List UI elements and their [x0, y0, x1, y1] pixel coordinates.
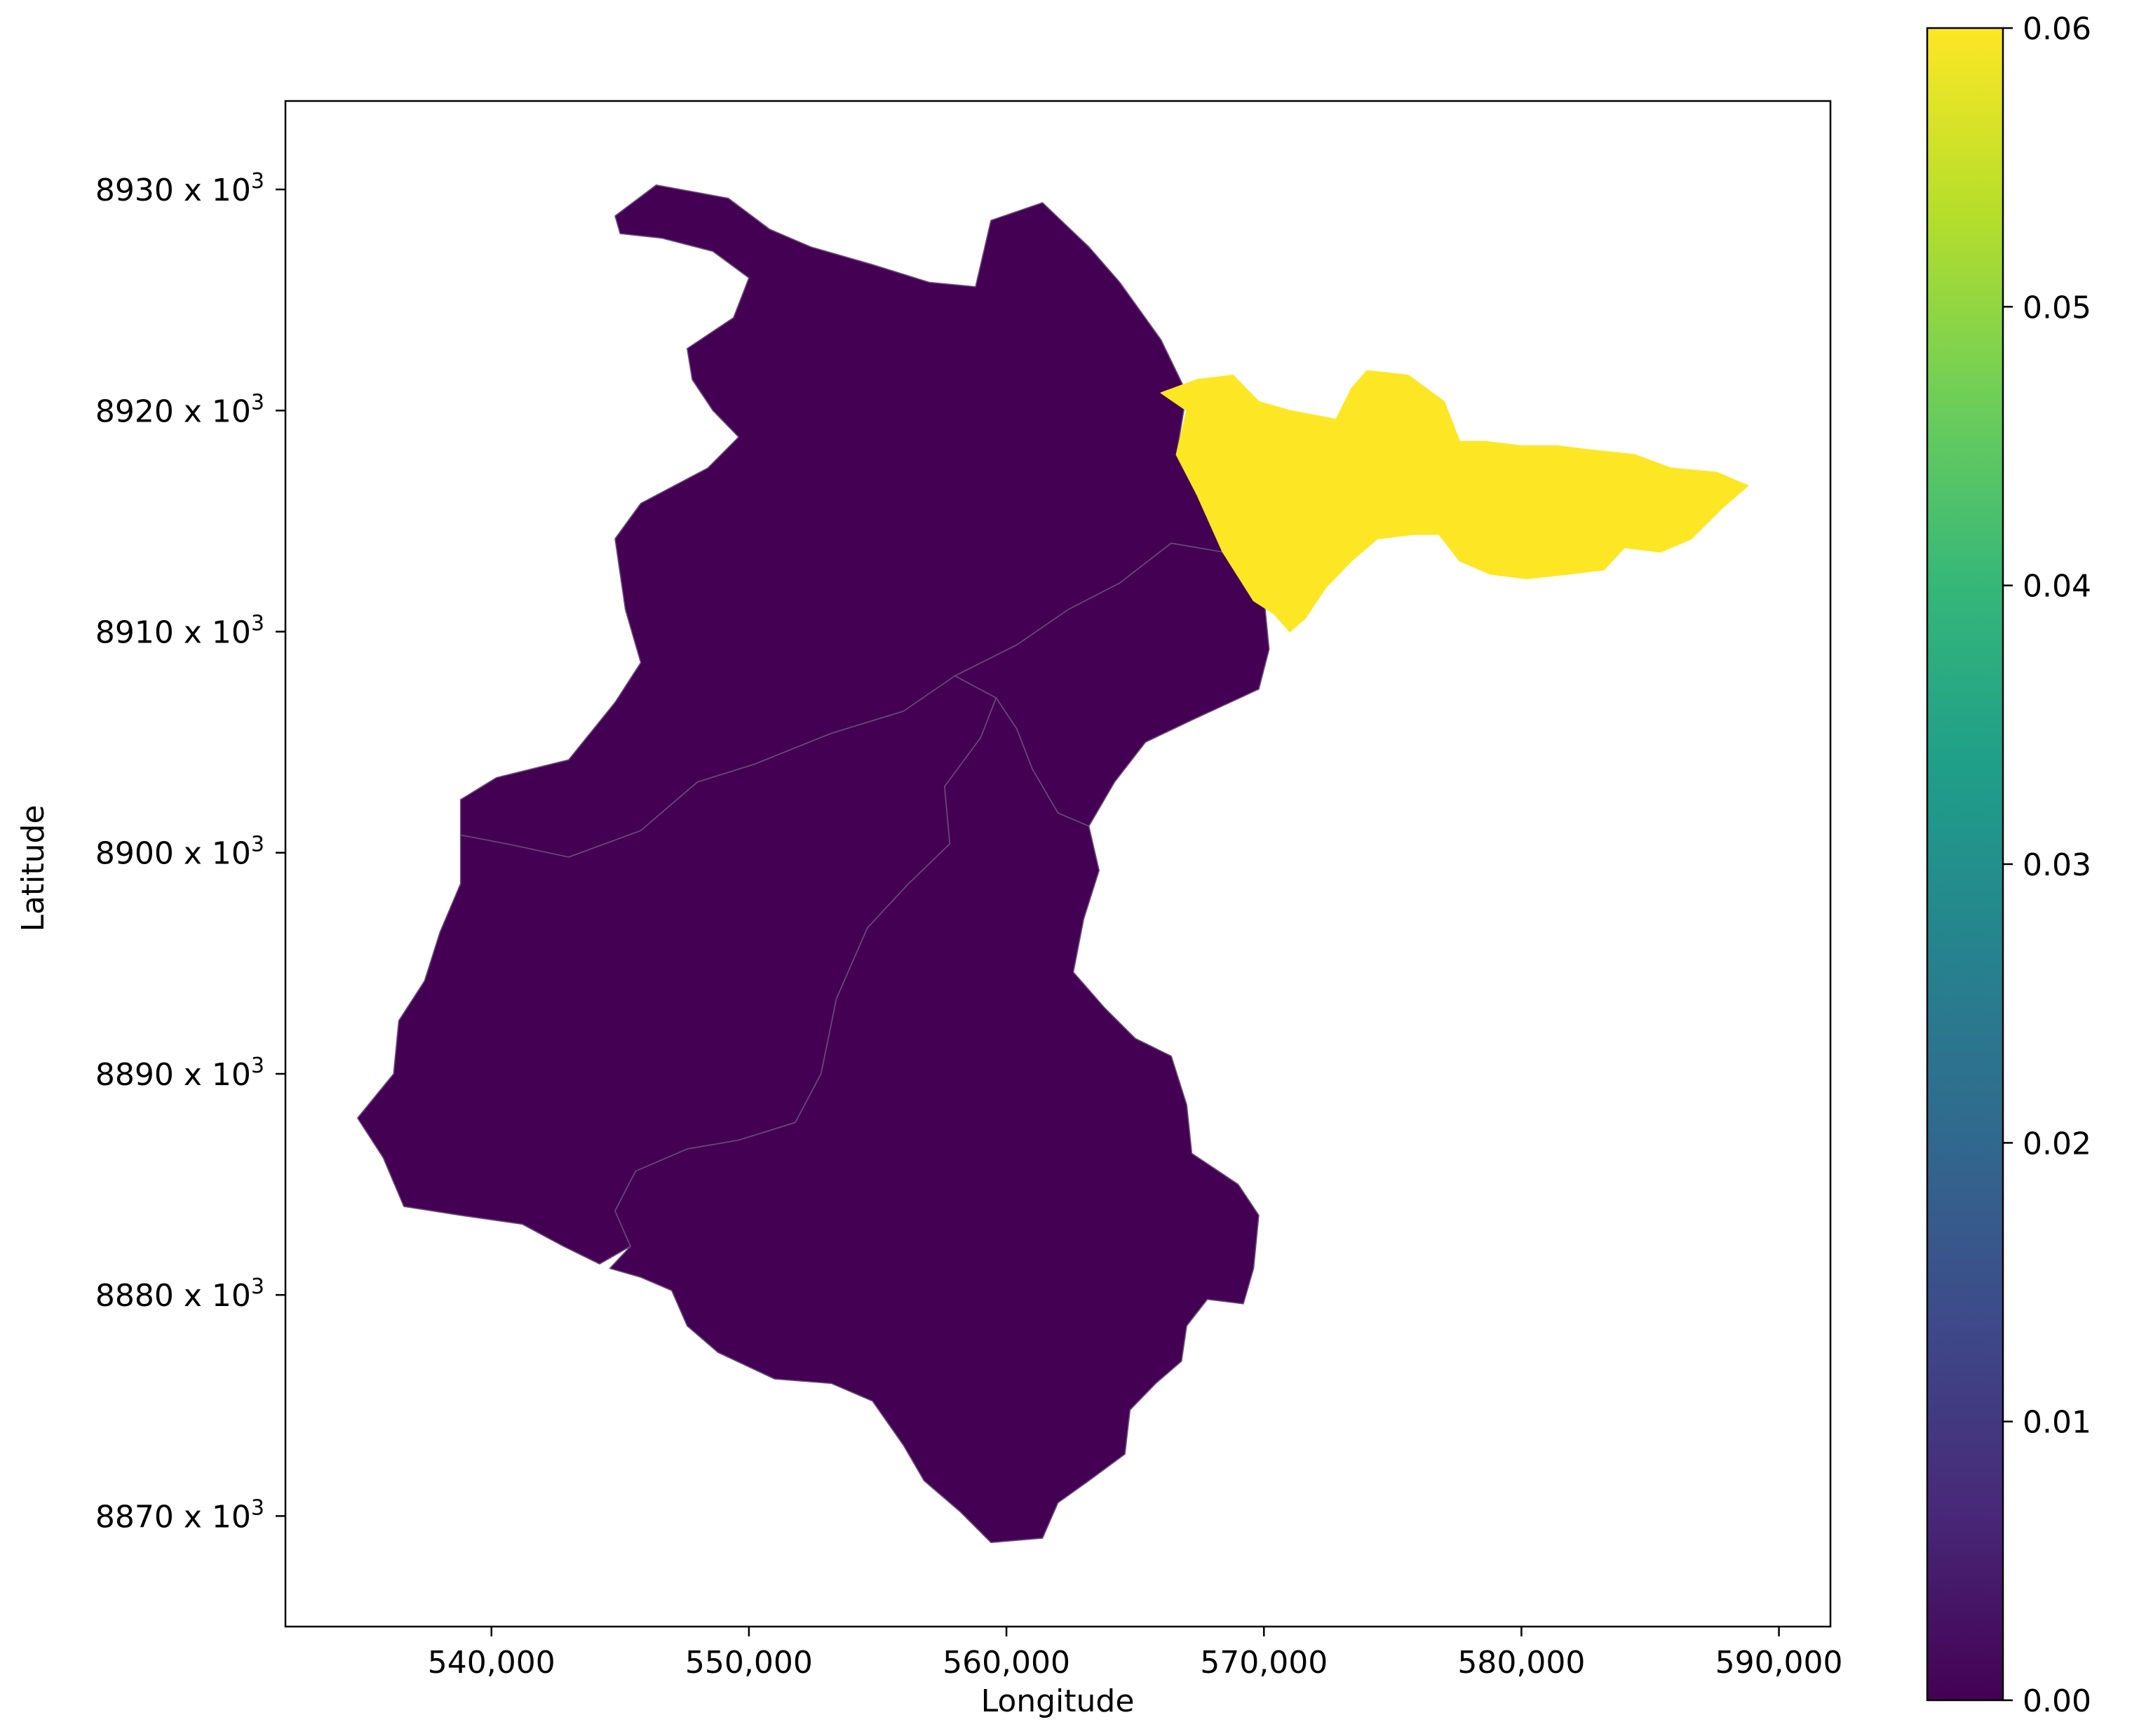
colorbar-tick-label: 0.05 [2023, 290, 2091, 325]
x-tick-label: 550,000 [685, 1645, 813, 1681]
colorbar-tick-label: 0.01 [2023, 1405, 2091, 1441]
colorbar-tick-label: 0.04 [2023, 569, 2091, 605]
x-tick-label: 570,000 [1200, 1645, 1328, 1681]
colorbar-tick-label: 0.00 [2023, 1683, 2091, 1719]
y-tick-label: 8910 x 103 [95, 612, 264, 651]
y-tick-label: 8920 x 103 [95, 390, 264, 429]
colorbar-gradient [1926, 27, 2004, 1702]
axes-frame [284, 100, 1832, 1628]
x-tick-label: 580,000 [1457, 1645, 1585, 1681]
x-axis-label: Longitude [981, 1683, 1135, 1719]
x-tick-label: 590,000 [1715, 1645, 1843, 1681]
region-south-east [609, 697, 1260, 1543]
y-tick-label: 8930 x 103 [95, 169, 264, 208]
y-axis-label: Latitude [15, 805, 51, 931]
x-tick-label: 560,000 [943, 1645, 1070, 1681]
region-east [1160, 370, 1749, 633]
colorbar-ticks: 0.00 0.01 0.02 0.03 0.04 0.05 0.06 [2003, 11, 2091, 1719]
y-tick-label: 8870 x 103 [95, 1495, 264, 1535]
colorbar-tick-label: 0.02 [2023, 1126, 2091, 1162]
x-axis-ticks: 540,000 550,000 560,000 570,000 580,000 590,0… [428, 1627, 1843, 1681]
map-plot-area [284, 100, 1832, 1628]
colorbar: 0.00 0.01 0.02 0.03 0.04 0.05 0.06 [1926, 11, 2091, 1719]
colorbar-tick-label: 0.03 [2023, 847, 2091, 883]
colorbar-tick-label: 0.06 [2023, 11, 2091, 47]
y-axis-ticks: 8870 x 103 8880 x 103 8890 x 103 8900 x 103… [95, 169, 285, 1535]
regions-layer [357, 184, 1749, 1543]
y-tick-label: 8890 x 103 [95, 1054, 264, 1093]
x-tick-label: 540,000 [428, 1645, 555, 1681]
y-tick-label: 8900 x 103 [95, 833, 264, 872]
y-tick-label: 8880 x 103 [95, 1274, 264, 1314]
